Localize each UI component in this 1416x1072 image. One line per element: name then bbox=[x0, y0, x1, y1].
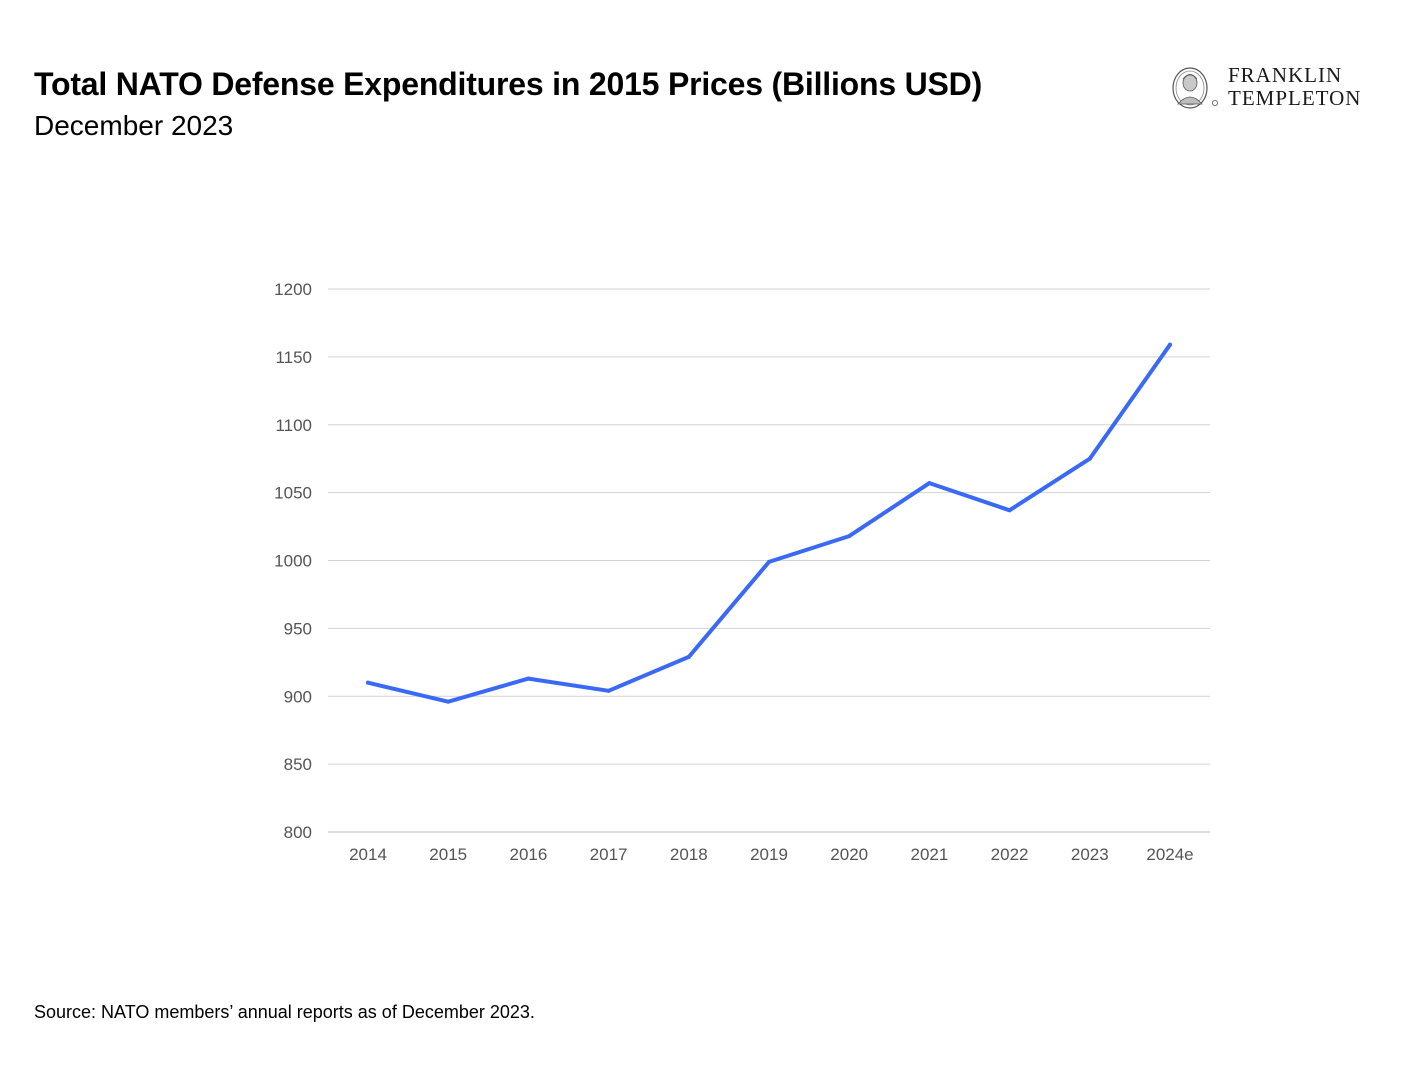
y-tick-label: 1200 bbox=[274, 280, 312, 299]
data-point bbox=[1087, 456, 1092, 461]
chart-title: Total NATO Defense Expenditures in 2015 … bbox=[34, 66, 983, 102]
source-note: Source: NATO members’ annual reports as … bbox=[34, 1002, 535, 1022]
franklin-templeton-logo: FRANKLIN TEMPLETON bbox=[1166, 64, 1390, 114]
x-tick-label: 2014 bbox=[349, 845, 387, 864]
franklin-portrait-icon bbox=[1172, 67, 1219, 109]
y-tick-label: 900 bbox=[284, 687, 312, 706]
x-tick-label: 2019 bbox=[750, 845, 788, 864]
y-tick-label: 850 bbox=[284, 755, 312, 774]
y-tick-label: 800 bbox=[284, 823, 312, 842]
chart-subtitle: December 2023 bbox=[34, 110, 234, 141]
data-point bbox=[927, 481, 932, 486]
data-point bbox=[686, 654, 691, 659]
x-axis-ticks: 2014 2015 2016 2017 2018 2019 2020 2021 2022 2023… bbox=[349, 845, 1194, 864]
x-tick-label: 2015 bbox=[429, 845, 467, 864]
series-line bbox=[366, 342, 1172, 704]
data-point bbox=[1007, 508, 1012, 513]
x-tick-label: 2023 bbox=[1071, 845, 1109, 864]
y-axis-ticks: 800 850 900 950 1000 1050 1100 1150 1200 bbox=[274, 280, 312, 842]
logo-wordmark: FRANKLIN TEMPLETON bbox=[1228, 64, 1361, 110]
y-tick-label: 1100 bbox=[275, 416, 312, 435]
data-point bbox=[767, 559, 771, 564]
x-tick-label: 2018 bbox=[670, 845, 708, 864]
data-point bbox=[366, 680, 370, 685]
y-tick-label: 1000 bbox=[274, 552, 312, 571]
y-tick-label: 950 bbox=[284, 619, 312, 638]
y-tick-label: 1050 bbox=[274, 484, 312, 503]
series-layer bbox=[366, 342, 1172, 704]
x-tick-label: 2016 bbox=[509, 845, 547, 864]
data-point bbox=[1168, 342, 1172, 347]
logo-line-2: TEMPLETON bbox=[1228, 86, 1362, 110]
data-point bbox=[847, 534, 852, 539]
x-tick-label: 2017 bbox=[590, 845, 628, 864]
logo-line-1: FRANKLIN bbox=[1228, 63, 1343, 87]
data-point bbox=[526, 676, 531, 681]
data-point bbox=[606, 688, 611, 693]
x-tick-label: 2022 bbox=[991, 845, 1029, 864]
data-point bbox=[446, 699, 451, 704]
y-tick-label: 1150 bbox=[275, 348, 312, 367]
x-tick-label: 2020 bbox=[830, 845, 868, 864]
x-tick-label: 2021 bbox=[910, 845, 948, 864]
x-tick-label: 2024e bbox=[1146, 845, 1193, 864]
